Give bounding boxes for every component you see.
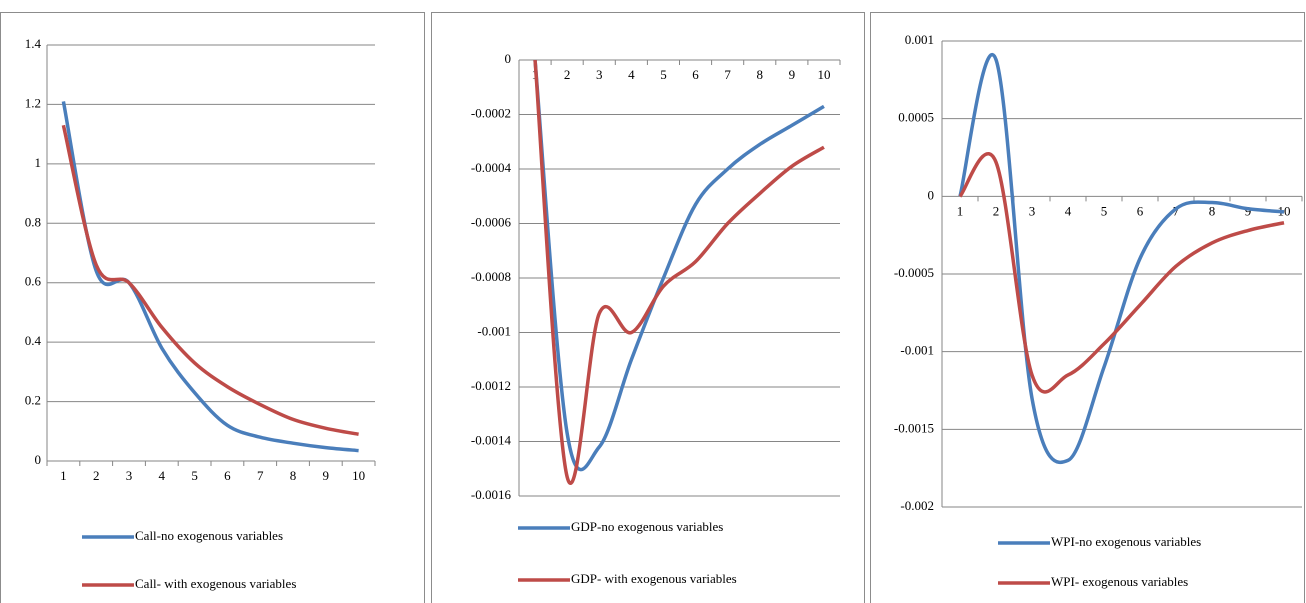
y-tick-label: -0.0005 <box>894 265 934 280</box>
line-series <box>61 101 359 453</box>
y-tick-label: 1 <box>35 155 42 170</box>
legend-label: GDP-no exogenous variables <box>571 519 723 534</box>
x-tick-label: 4 <box>1065 203 1072 218</box>
x-tick-label: 7 <box>1173 203 1180 218</box>
legend-label: GDP- with exogenous variables <box>571 571 737 586</box>
legend-label: Call- with exogenous variables <box>135 576 296 591</box>
x-tick-label: 3 <box>1029 203 1036 218</box>
y-tick-label: 0.0005 <box>898 110 934 125</box>
y-tick-label: -0.0004 <box>471 160 512 175</box>
y-tick-label: -0.0014 <box>471 432 512 447</box>
panel-border <box>0 12 425 603</box>
x-tick-label: 8 <box>757 67 764 82</box>
x-tick-label: 8 <box>1209 203 1216 218</box>
y-tick-label: 1.4 <box>25 36 42 51</box>
y-tick-label: 0.001 <box>905 32 934 47</box>
legend-label: WPI- exogenous variables <box>1051 574 1188 589</box>
x-tick-label: 4 <box>628 67 635 82</box>
x-tick-label: 4 <box>159 468 166 483</box>
panel-border <box>870 12 1305 603</box>
x-tick-label: 2 <box>564 67 571 82</box>
legend-label: WPI-no exogenous variables <box>1051 534 1201 549</box>
panel-border <box>431 12 865 603</box>
y-tick-label: -0.001 <box>900 343 934 358</box>
x-tick-label: 9 <box>789 67 796 82</box>
x-tick-label: 5 <box>660 67 667 82</box>
x-tick-label: 8 <box>290 468 297 483</box>
legend-label: Call-no exogenous variables <box>135 528 283 543</box>
y-tick-label: 0 <box>505 51 512 66</box>
y-tick-label: -0.0012 <box>471 378 511 393</box>
y-tick-label: 1.2 <box>25 95 41 110</box>
x-tick-label: 5 <box>191 468 198 483</box>
x-tick-label: 6 <box>1137 203 1144 218</box>
line-series <box>533 59 825 472</box>
y-tick-label: 0.4 <box>25 333 42 348</box>
y-tick-label: -0.0006 <box>471 214 512 229</box>
y-tick-label: -0.001 <box>477 323 511 338</box>
x-tick-label: 5 <box>1101 203 1108 218</box>
y-tick-label: 0 <box>928 187 935 202</box>
x-tick-label: 2 <box>93 468 100 483</box>
y-tick-label: -0.0008 <box>471 269 511 284</box>
x-tick-label: 3 <box>126 468 133 483</box>
x-tick-label: 1 <box>957 203 964 218</box>
y-tick-label: -0.002 <box>900 498 934 513</box>
x-tick-label: 3 <box>596 67 603 82</box>
x-tick-label: 10 <box>817 67 830 82</box>
y-tick-label: -0.0016 <box>471 487 512 502</box>
x-tick-label: 6 <box>224 468 231 483</box>
line-series <box>958 53 1285 465</box>
y-tick-label: -0.0002 <box>471 105 511 120</box>
line-series <box>533 59 825 485</box>
x-tick-label: 1 <box>60 468 67 483</box>
y-tick-label: -0.0015 <box>894 420 934 435</box>
x-tick-label: 7 <box>724 67 731 82</box>
y-tick-label: 0.8 <box>25 214 41 229</box>
line-series <box>61 124 359 436</box>
x-tick-label: 9 <box>1245 203 1252 218</box>
x-tick-label: 9 <box>323 468 330 483</box>
y-tick-label: 0.6 <box>25 274 42 289</box>
line-series <box>958 152 1285 394</box>
x-tick-label: 7 <box>257 468 264 483</box>
y-tick-label: 0.2 <box>25 393 41 408</box>
x-tick-label: 10 <box>352 468 365 483</box>
x-tick-label: 2 <box>993 203 1000 218</box>
y-tick-label: 0 <box>35 452 42 467</box>
x-tick-label: 6 <box>692 67 699 82</box>
